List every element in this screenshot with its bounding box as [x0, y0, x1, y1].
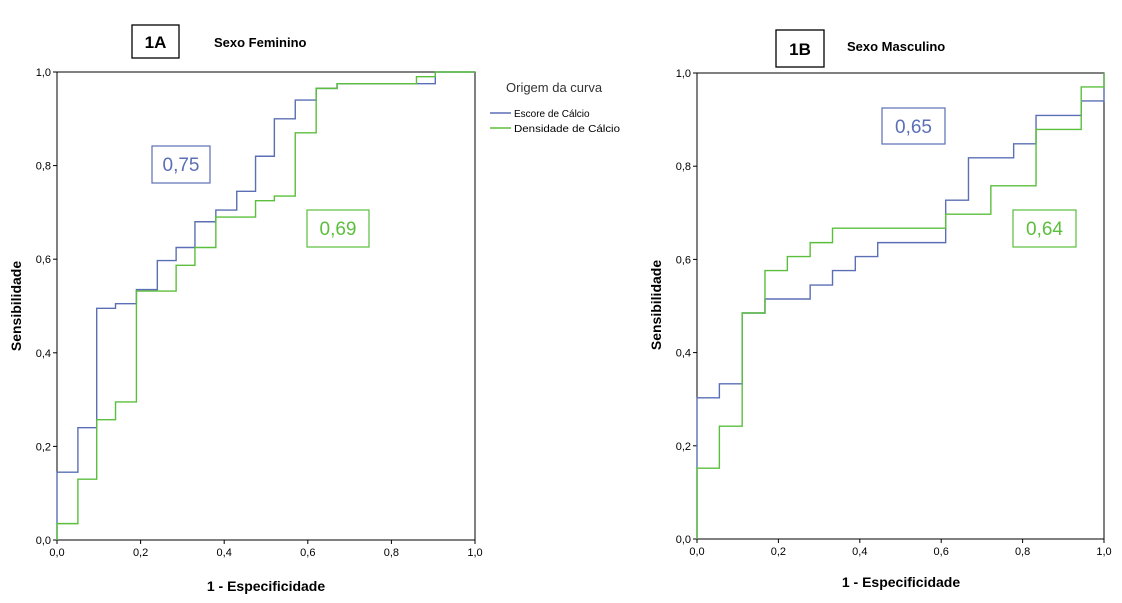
panel-1b-auc-escore-box: [881, 107, 946, 145]
series-line-densidade: [696, 73, 1105, 539]
legend-title: Origem da curva: [506, 80, 603, 95]
x-tick-label: 1,0: [1096, 546, 1111, 558]
x-tick-label: 0,0: [49, 547, 64, 559]
y-tick-label: 0,8: [36, 161, 51, 173]
panel-1a-auc-densidade: 0,69: [320, 219, 357, 240]
panel-1b-auc-escore: 0,65: [895, 117, 932, 138]
y-tick-label: 0,6: [676, 254, 691, 266]
panel-1b-series: [696, 73, 1105, 539]
y-tick-label: 0,0: [676, 534, 691, 546]
panel-1a-label-box: [131, 24, 180, 59]
legend-label-escore: Escore de Cálcio: [514, 109, 590, 120]
panel-1a-ylabel: Sensibilidade: [8, 261, 24, 351]
panel-1a-ticks: 0,0 0,2 0,4 0,6 0,8 1,0 0,0 0,2 0,4 0,6 0,8 1,0: [36, 67, 483, 559]
panel-1a: 1A Sexo Feminino 0,0 0,2 0,4 0,6 0,8 1,00,00,…: [8, 24, 621, 594]
panel-1b: 1B Sexo Masculino 0,0 0,2 0,4 0,6 0,8 1,0 0,0 0…: [648, 29, 1112, 590]
panel-1b-auc-densidade: 0,64: [1026, 219, 1063, 240]
x-tick-label: 0,8: [384, 547, 399, 559]
x-tick-label: 0,4: [852, 546, 867, 558]
panel-1b-title: Sexo Masculino: [847, 39, 945, 54]
x-tick-label: 0,4: [217, 547, 232, 559]
y-tick-label: 0,8: [676, 161, 691, 173]
panel-1b-ylabel: Sensibilidade: [648, 260, 664, 350]
panel-1b-auc-densidade-box: [1012, 209, 1077, 248]
panel-1b-label: 1B: [789, 40, 811, 59]
y-tick-label: 0,2: [36, 441, 51, 453]
y-tick-label: 0,0: [36, 535, 51, 547]
legend-label-densidade: Densidade de Cálcio: [514, 124, 621, 135]
panel-1a-label: 1A: [145, 33, 167, 52]
y-tick-label: 0,2: [676, 441, 691, 453]
panel-1a-auc-escore: 0,75: [163, 155, 200, 176]
y-tick-label: 1,0: [676, 68, 691, 80]
x-tick-label: 0,6: [934, 546, 949, 558]
x-tick-label: 0,2: [771, 546, 786, 558]
x-tick-label: 1,0: [467, 547, 482, 559]
x-tick-label: 0,6: [300, 547, 315, 559]
y-tick-label: 1,0: [36, 67, 51, 79]
panel-1b-xlabel: 1 - Especificidade: [842, 574, 960, 590]
y-tick-label: 0,4: [36, 348, 51, 360]
panel-1b-label-box: [775, 29, 825, 68]
panel-1a-plot-frame: [56, 71, 476, 541]
x-tick-label: 0,8: [1015, 546, 1030, 558]
panel-1a-title: Sexo Feminino: [214, 35, 307, 50]
y-tick-label: 0,4: [676, 348, 691, 360]
panel-1a-series: [56, 71, 475, 540]
panel-1a-auc-escore-box: [151, 145, 211, 184]
panel-1a-xlabel: 1 - Especificidade: [207, 578, 325, 594]
series-line-densidade: [56, 71, 475, 540]
panel-1a-auc-densidade-box: [306, 209, 370, 248]
legend: Origem da curva Escore de Cálcio Densida…: [490, 80, 621, 135]
x-tick-label: 0,2: [133, 547, 148, 559]
x-tick-label: 0,0: [689, 546, 704, 558]
y-tick-label: 0,6: [36, 254, 51, 266]
